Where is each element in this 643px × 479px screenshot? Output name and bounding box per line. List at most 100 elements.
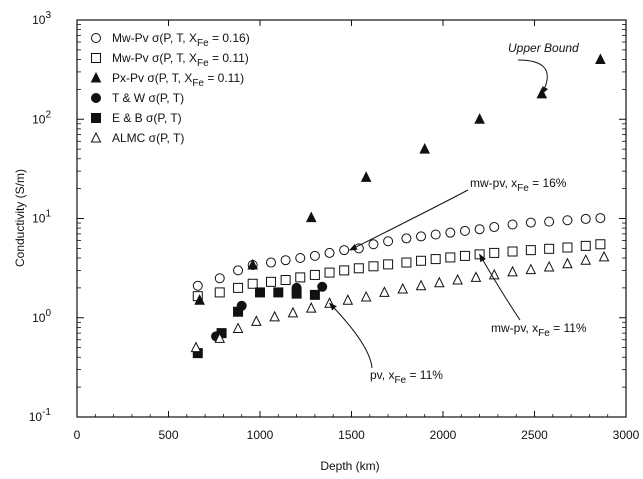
data-point	[562, 257, 573, 269]
legend-marker	[91, 93, 101, 103]
data-point	[214, 273, 225, 284]
y-axis-label: Conductivity (S/m)	[13, 169, 27, 267]
data-point	[317, 281, 328, 292]
legend-entry: T & W σ(P, T)	[112, 91, 184, 105]
data-point	[309, 289, 320, 300]
data-point	[415, 279, 427, 291]
legend-entry: ALMC σ(P, T)	[112, 131, 184, 145]
data-point	[507, 246, 518, 257]
annotation-pv-11: pv, xFe = 11%	[370, 368, 443, 386]
data-point	[419, 143, 431, 154]
x-tick-label: 1000	[247, 428, 274, 442]
data-point	[445, 227, 456, 238]
data-point	[233, 282, 244, 293]
data-point	[342, 294, 354, 305]
data-point	[255, 287, 265, 298]
data-series	[190, 53, 610, 359]
data-point	[295, 272, 306, 283]
data-point	[324, 267, 335, 278]
legend-marker	[91, 53, 101, 63]
annotation-arrow	[479, 253, 521, 321]
data-point	[360, 290, 372, 302]
data-point	[233, 306, 244, 317]
data-point	[383, 259, 394, 270]
data-point	[397, 282, 409, 294]
data-point	[194, 294, 205, 305]
x-tick-label: 500	[158, 428, 178, 442]
data-point	[430, 254, 441, 265]
data-point	[445, 252, 456, 263]
data-point	[265, 257, 276, 268]
data-point	[305, 302, 317, 313]
y-tick-label: 10-1	[29, 407, 52, 424]
x-tick-label: 0	[74, 428, 81, 442]
data-point	[416, 231, 427, 242]
annotation-arrow	[348, 189, 469, 251]
data-point	[247, 278, 258, 289]
legend-marker	[91, 113, 101, 123]
data-point	[543, 260, 555, 272]
legend-entry: Mw-Pv σ(P, T, XFe = 0.11)	[112, 51, 249, 69]
legend-marker	[90, 71, 102, 83]
y-tick-label: 103	[32, 10, 51, 27]
data-point	[507, 265, 518, 277]
data-point	[339, 265, 350, 276]
data-point	[489, 222, 500, 233]
data-point	[544, 216, 555, 227]
axes: 0 500 1000 1500 2000 2500 3000 10-1 100 101 102 103	[29, 10, 640, 442]
data-point	[309, 269, 320, 280]
x-tick-label: 1500	[338, 428, 365, 442]
data-point	[265, 276, 276, 287]
data-point	[430, 229, 441, 240]
data-point	[192, 280, 203, 291]
y-tick-label: 101	[32, 209, 51, 226]
data-point	[544, 243, 555, 254]
data-point	[280, 255, 291, 266]
x-axis-label: Depth (km)	[320, 459, 379, 473]
data-point	[383, 236, 394, 247]
legend-entry: Px-Pv σ(P, T, XFe = 0.11)	[112, 71, 244, 89]
data-point	[562, 242, 573, 253]
legend-entry: E & B σ(P, T)	[112, 111, 182, 125]
data-point	[434, 276, 445, 288]
y-tick-label: 102	[32, 109, 51, 126]
data-point	[324, 247, 335, 258]
data-point	[280, 275, 291, 286]
series-2	[192, 239, 606, 302]
series-5	[192, 287, 320, 359]
data-point	[580, 213, 591, 224]
x-tick-label: 2000	[430, 428, 457, 442]
data-point	[291, 288, 302, 299]
data-point	[459, 250, 470, 261]
legend-marker	[91, 33, 101, 43]
data-point	[339, 245, 350, 256]
data-point	[525, 245, 536, 256]
x-tick-label: 2500	[521, 428, 548, 442]
data-point	[595, 213, 606, 224]
legend-marker	[90, 131, 102, 143]
data-point	[595, 239, 606, 250]
data-point	[474, 224, 485, 235]
data-point	[452, 273, 463, 285]
data-point	[214, 332, 226, 343]
data-point	[474, 113, 485, 124]
data-point	[401, 257, 412, 268]
series-6	[190, 250, 610, 353]
data-point	[459, 225, 470, 236]
annotations: Upper Bound mw-pv, xFe = 16% mw-pv, xFe = …	[328, 41, 587, 386]
data-point	[309, 250, 320, 261]
data-point	[368, 239, 379, 250]
data-point	[379, 286, 390, 297]
data-point	[580, 254, 592, 265]
annotation-mw-pv-11: mw-pv, xFe = 11%	[491, 321, 587, 339]
data-point	[525, 263, 537, 275]
y-tick-label: 100	[32, 308, 51, 325]
series-1	[192, 213, 606, 291]
annotation-arrow	[328, 302, 373, 369]
data-point	[507, 219, 518, 230]
data-point	[525, 217, 536, 228]
data-point	[401, 233, 412, 244]
legend: Mw-Pv σ(P, T, XFe = 0.16) Mw-Pv σ(P, T, X…	[90, 31, 250, 145]
data-point	[287, 306, 299, 318]
